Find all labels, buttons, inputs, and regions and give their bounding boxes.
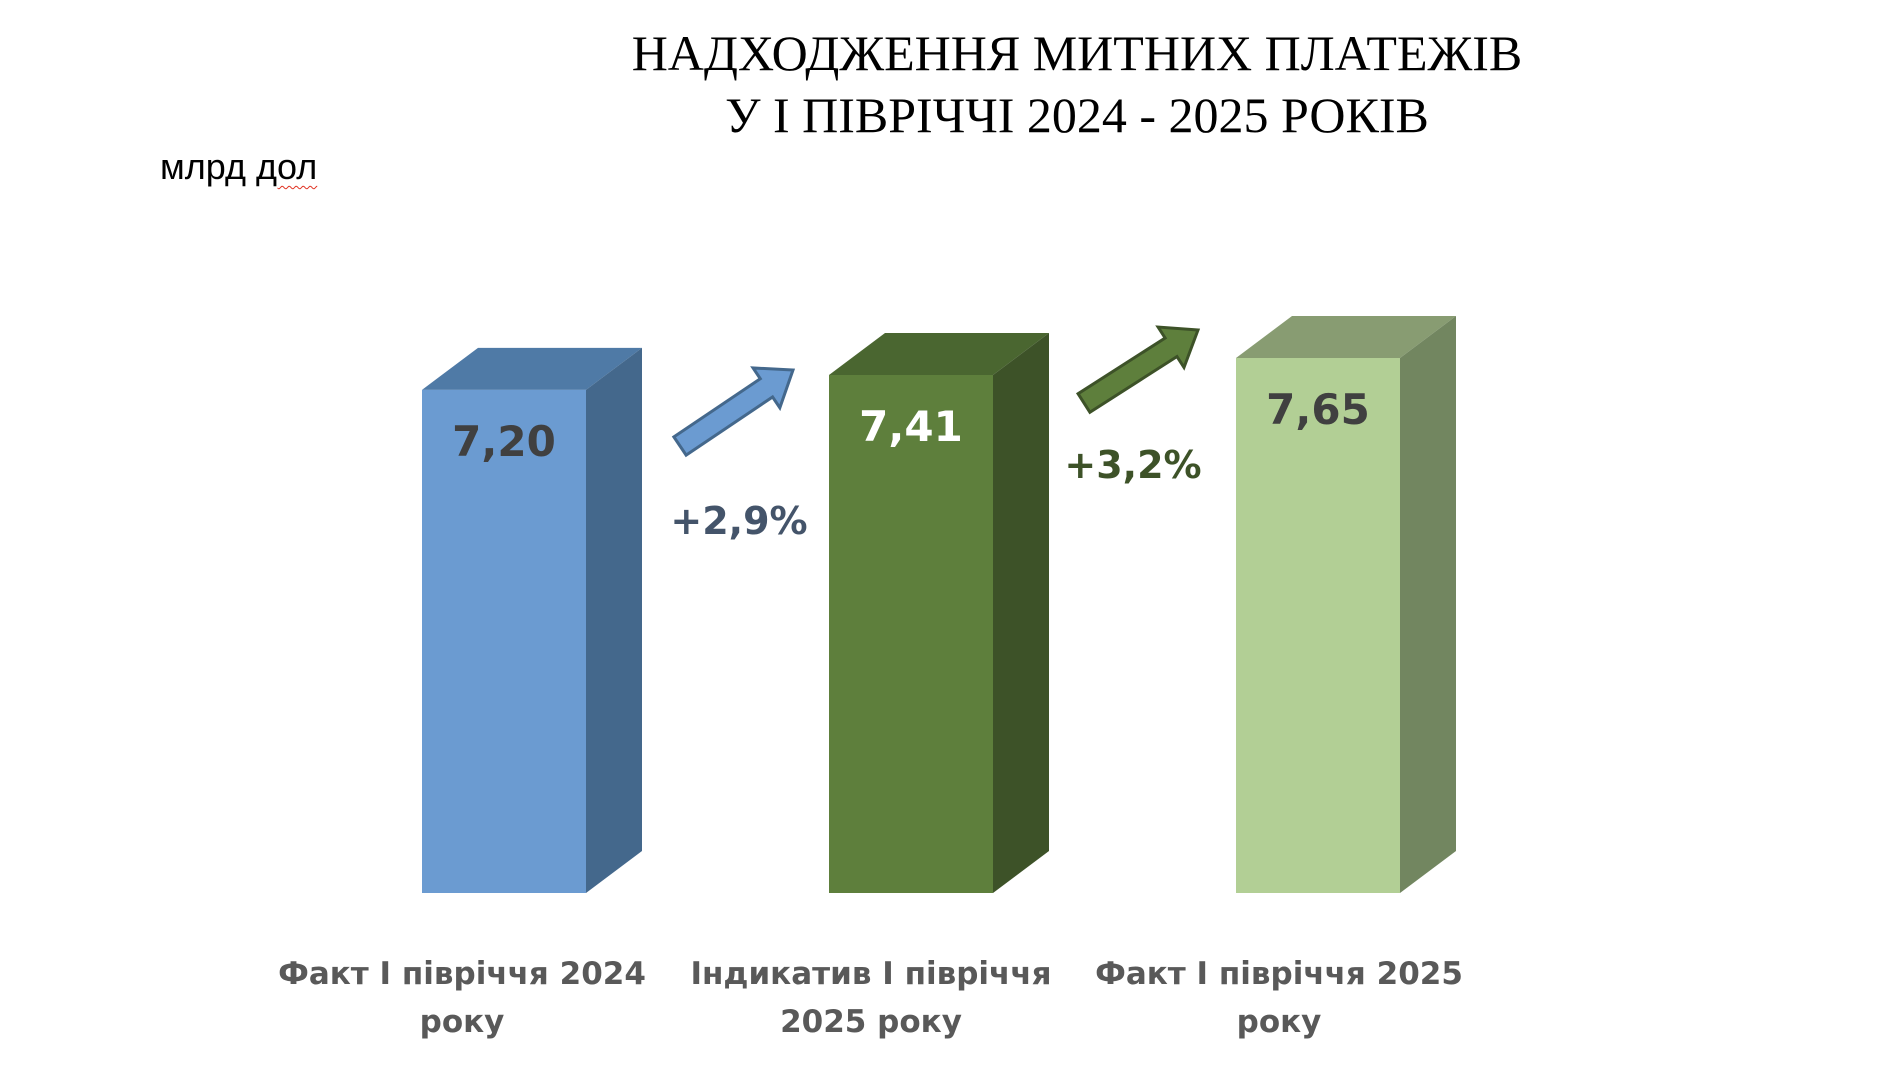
- bar-2-top: [829, 332, 1049, 375]
- category-label-1: Факт І півріччя 2024 року: [272, 950, 652, 1046]
- bar-2: [829, 374, 993, 893]
- category-label-3: Факт І півріччя 2025 року: [1089, 950, 1469, 1046]
- bar-3-side: [1400, 315, 1456, 894]
- bar-1-top: [422, 347, 642, 390]
- category-label-2-line-1: Індикатив І півріччя: [690, 956, 1052, 992]
- category-label-1-line-1: Факт І півріччя 2024: [278, 956, 646, 992]
- category-label-2-line-2: 2025 року: [780, 1004, 962, 1040]
- change-label-1: +2,9%: [670, 499, 807, 543]
- chart-title-line-1: НАДХОДЖЕННЯ МИТНИХ ПЛАТЕЖІВ: [631, 25, 1523, 81]
- chart-title: НАДХОДЖЕННЯ МИТНИХ ПЛАТЕЖІВ У І ПІВРІЧЧІ…: [0, 22, 1904, 146]
- unit-label: млрд дол: [160, 146, 317, 188]
- growth-arrow-1: [671, 366, 796, 458]
- bar-3-top: [1236, 315, 1456, 358]
- bar-1-side: [586, 347, 642, 894]
- growth-arrow-2: [1075, 325, 1201, 415]
- category-label-1-line-2: року: [419, 1004, 505, 1040]
- change-label-2: +3,2%: [1064, 443, 1201, 487]
- bar-2-side: [993, 332, 1049, 893]
- bar-3-value-label: 7,65: [1266, 385, 1370, 434]
- category-label-3-line-1: Факт І півріччя 2025: [1095, 956, 1463, 992]
- category-label-2: Індикатив І півріччя 2025 року: [681, 950, 1061, 1046]
- bar-1-value-label: 7,20: [452, 417, 556, 466]
- bar-1: [422, 389, 586, 893]
- bar-3: [1236, 357, 1400, 894]
- category-label-3-line-2: року: [1236, 1004, 1322, 1040]
- bar-2-value-label: 7,41: [859, 402, 963, 451]
- unit-label-suffix: дол: [255, 146, 318, 187]
- chart-title-line-2: У І ПІВРІЧЧІ 2024 - 2025 РОКІВ: [725, 87, 1429, 143]
- unit-label-prefix: млрд: [160, 146, 256, 187]
